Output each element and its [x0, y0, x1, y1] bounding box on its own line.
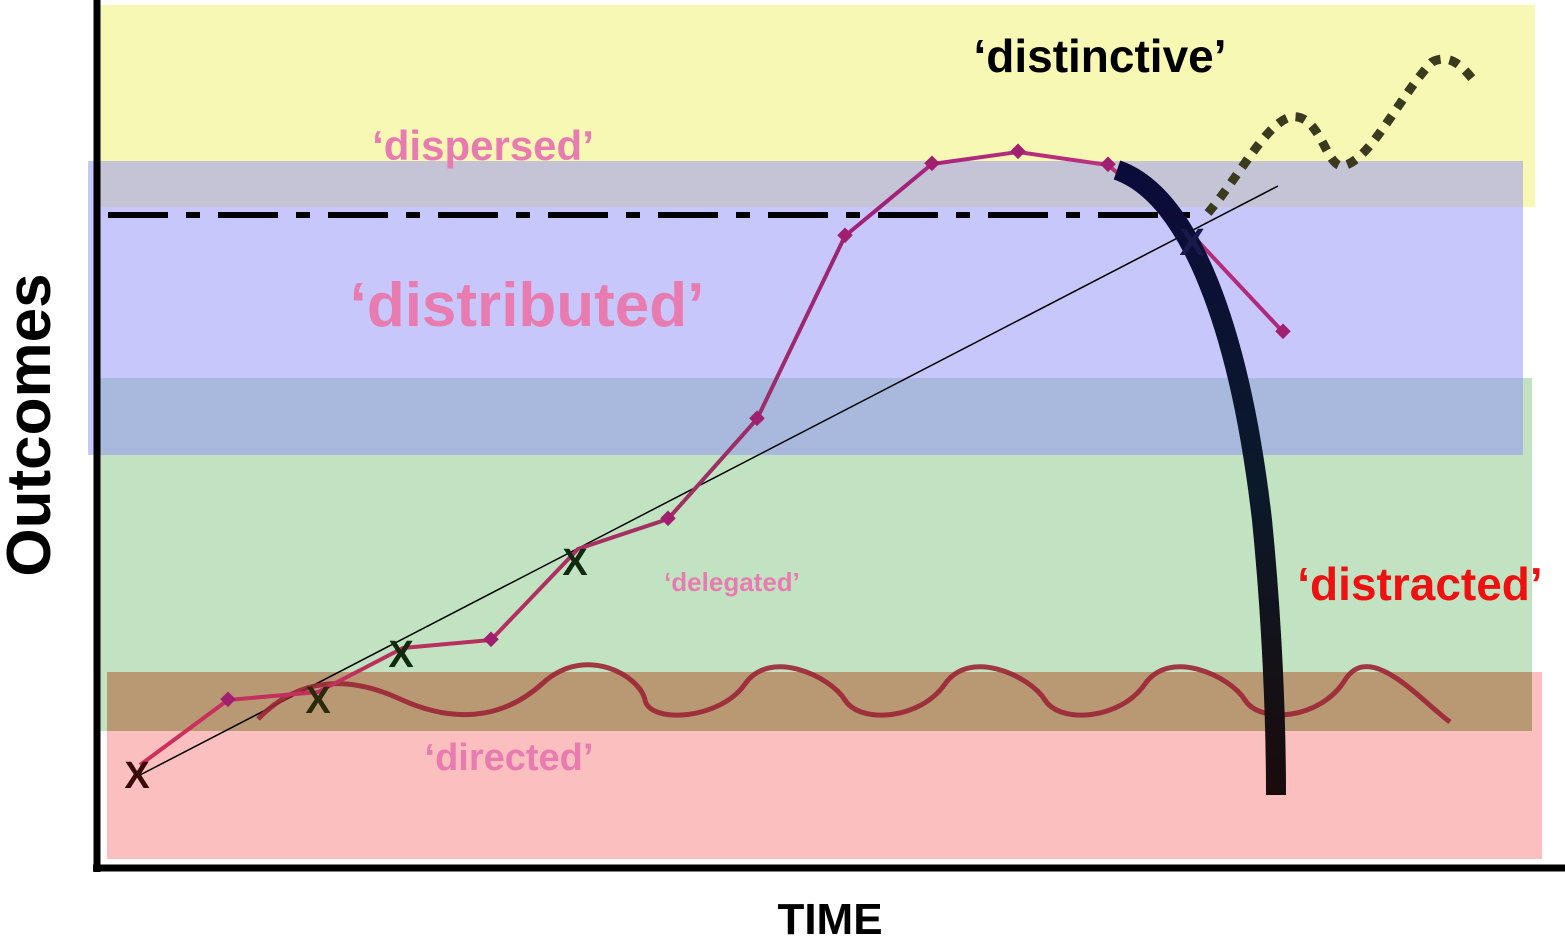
x-marker: X	[1179, 222, 1205, 264]
distracted-curve	[1113, 160, 1286, 796]
label-distributed: ‘distributed’	[350, 271, 705, 340]
trajectory-point	[837, 227, 853, 244]
trajectory-point	[1100, 156, 1116, 173]
trajectory-markers	[220, 143, 1291, 708]
trajectory-point	[1275, 323, 1291, 340]
trajectory-point	[660, 510, 676, 527]
label-directed: ‘directed’	[425, 737, 594, 779]
y-axis-label: Outcomes	[0, 273, 64, 576]
zone-distributed-band	[88, 161, 1523, 455]
x-marker: X	[305, 680, 331, 722]
label-distracted: ‘distracted’	[1297, 558, 1542, 610]
label-dispersed: ‘dispersed’	[372, 122, 594, 169]
distinctive-dotted-wave	[1204, 54, 1479, 216]
zone-directed-band	[107, 672, 1542, 859]
x-marker: X	[388, 634, 414, 676]
directed-wave	[256, 662, 1452, 725]
x-marker: X	[562, 542, 588, 584]
trajectory-line	[138, 149, 1285, 767]
trajectory-point	[924, 155, 940, 172]
trajectory-point	[1010, 143, 1026, 160]
x-axis-label: TIME	[777, 895, 882, 943]
trend-line	[139, 185, 1279, 776]
trajectory-point	[749, 410, 765, 427]
label-delegated: ‘delegated’	[664, 567, 800, 597]
x-marker: X	[124, 755, 150, 797]
label-distinctive: ‘distinctive’	[973, 30, 1226, 82]
